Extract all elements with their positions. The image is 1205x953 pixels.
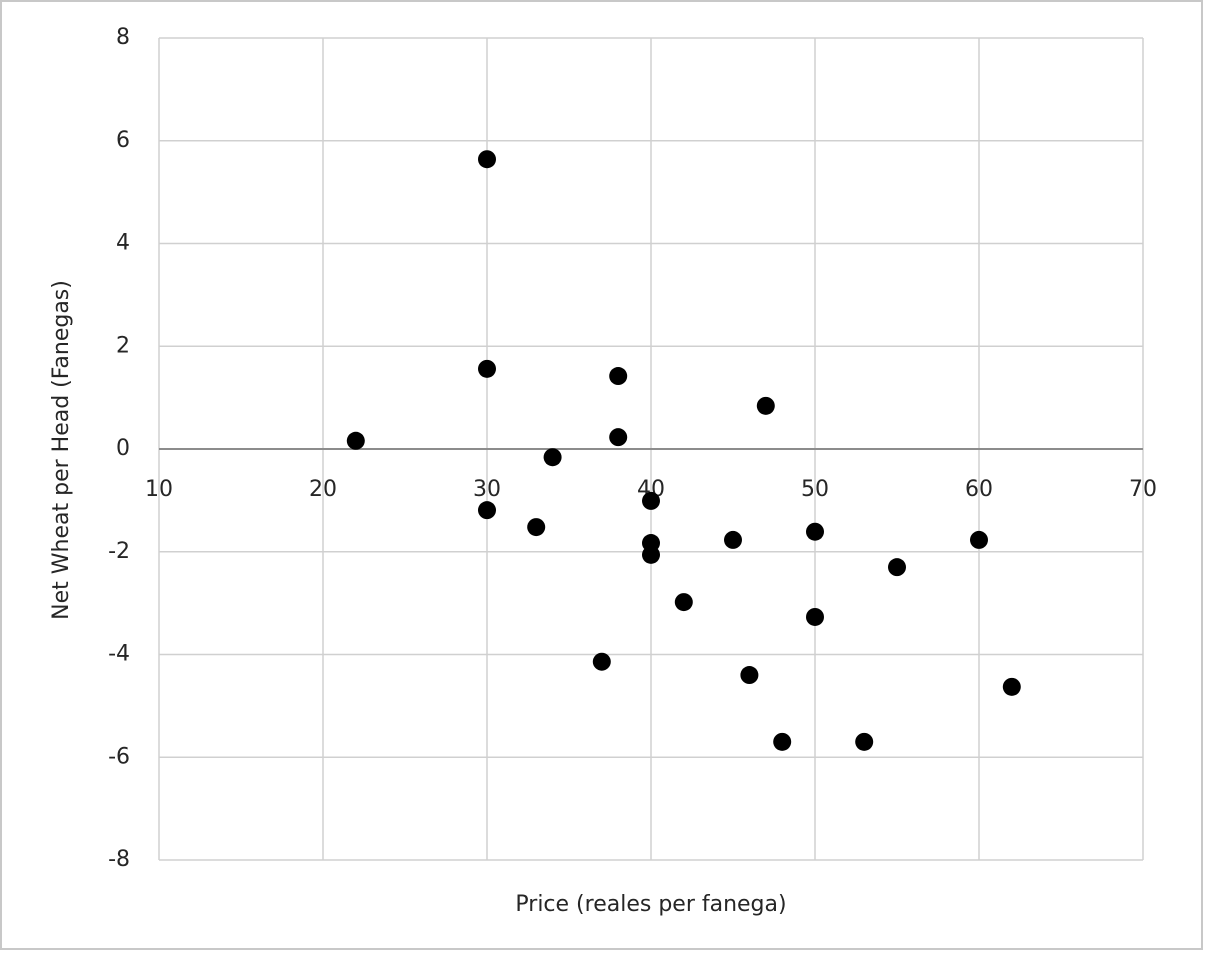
y-tick-label: -4 bbox=[108, 642, 130, 667]
point bbox=[642, 545, 660, 564]
y-tick-label: -8 bbox=[108, 847, 130, 872]
y-tick-label: 0 bbox=[116, 436, 130, 461]
point bbox=[527, 518, 546, 537]
x-tick-label: 30 bbox=[473, 477, 501, 502]
point bbox=[740, 666, 759, 685]
point bbox=[592, 652, 611, 671]
x-axis-title: Price (reales per fanega) bbox=[515, 892, 786, 917]
point bbox=[543, 448, 562, 467]
point bbox=[478, 359, 496, 378]
point bbox=[970, 530, 988, 549]
y-tick-label: 8 bbox=[116, 25, 130, 50]
point bbox=[674, 593, 693, 612]
y-tick-label: -6 bbox=[108, 744, 130, 769]
point bbox=[478, 150, 496, 169]
point bbox=[806, 607, 824, 626]
point bbox=[1002, 677, 1021, 696]
y-tick-label: -2 bbox=[108, 539, 130, 564]
point bbox=[806, 522, 824, 541]
x-tick-label: 20 bbox=[309, 477, 337, 502]
point bbox=[642, 491, 660, 510]
x-tick-label: 70 bbox=[1129, 477, 1157, 502]
point bbox=[773, 732, 792, 751]
y-tick-label: 4 bbox=[116, 231, 130, 256]
point bbox=[346, 431, 365, 450]
point bbox=[855, 732, 874, 751]
x-tick-label: 10 bbox=[145, 477, 173, 502]
point bbox=[888, 558, 906, 577]
point bbox=[724, 530, 742, 549]
y-tick-label: 2 bbox=[116, 333, 130, 358]
point bbox=[609, 367, 628, 386]
y-tick-label: 6 bbox=[116, 128, 130, 153]
point bbox=[478, 501, 496, 520]
x-tick-label: 50 bbox=[801, 477, 829, 502]
point bbox=[756, 396, 775, 415]
point bbox=[609, 428, 628, 447]
y-axis-title: Net Wheat per Head (Fanegas) bbox=[49, 280, 74, 620]
x-tick-label: 60 bbox=[965, 477, 993, 502]
